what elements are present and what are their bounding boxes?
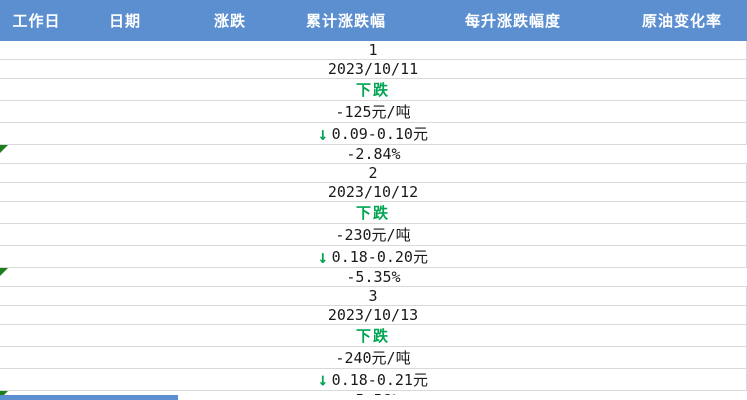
cumulative-cell: -230元/吨: [0, 224, 747, 246]
table-header-row: 工作日 日期 涨跌 累计涨跌幅 每升涨跌幅度 原油变化率: [0, 0, 747, 41]
header-date: 日期: [108, 12, 141, 30]
header-per-liter: 每升涨跌幅度: [464, 12, 561, 30]
per-liter-cell: ↓ 0.18-0.20元: [0, 246, 747, 268]
date-cell: 2023/10/11: [0, 60, 747, 79]
workday-cell: 1: [0, 41, 747, 60]
table-body: 1 2023/10/11 下跌 -125元/吨 ↓ 0.09-0.10元 -2.…: [0, 41, 747, 400]
header-crude-rate: 原油变化率: [641, 12, 722, 30]
cumulative-cell: -240元/吨: [0, 347, 747, 369]
date-cell: 2023/10/12: [0, 183, 747, 202]
crude-rate-value: -2.84%: [346, 145, 401, 163]
date-cell: 2023/10/13: [0, 306, 747, 325]
per-liter-cell: ↓ 0.18-0.21元: [0, 369, 747, 391]
down-arrow-icon: ↓: [318, 122, 328, 144]
per-liter-value: 0.18-0.20元: [331, 248, 428, 266]
per-liter-value: 0.18-0.21元: [331, 371, 428, 389]
direction-cell: 下跌: [0, 325, 747, 347]
header-workday: 工作日: [12, 12, 61, 30]
workday-cell: 2: [0, 164, 747, 183]
direction-cell: 下跌: [0, 79, 747, 101]
crude-rate-cell: -2.84%: [0, 145, 747, 164]
crude-rate-cell: -5.35%: [0, 268, 747, 287]
header-cumulative: 累计涨跌幅: [305, 12, 386, 30]
workday-cell: 3: [0, 287, 747, 306]
crude-rate-value: -5.35%: [346, 268, 401, 286]
per-liter-cell: ↓ 0.09-0.10元: [0, 123, 747, 145]
down-arrow-icon: ↓: [318, 245, 328, 267]
down-arrow-icon: ↓: [318, 368, 328, 390]
partial-next-header-bar: [0, 395, 178, 400]
direction-cell: 下跌: [0, 202, 747, 224]
cell-flag-triangle-icon: [0, 268, 8, 276]
cell-flag-triangle-icon: [0, 145, 8, 153]
table-footer-strip: [0, 395, 747, 400]
header-direction: 涨跌: [213, 12, 246, 30]
cumulative-cell: -125元/吨: [0, 101, 747, 123]
per-liter-value: 0.09-0.10元: [331, 125, 428, 143]
